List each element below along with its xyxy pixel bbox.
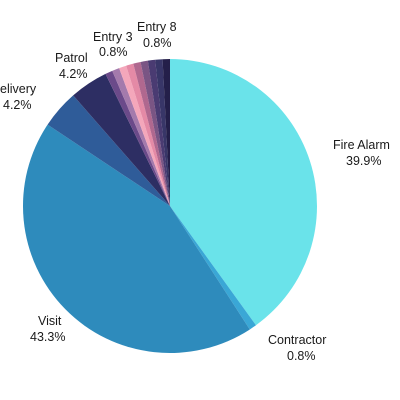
pie-slice-unlabeled-11	[147, 59, 170, 206]
pie-slice-unlabeled-5	[105, 70, 170, 206]
label-visit: Visit 43.3%	[30, 314, 65, 344]
pie-slice-visit	[22, 124, 250, 354]
pie-slice-unlabeled-6	[112, 68, 170, 206]
label-contractor-pct: 0.8%	[287, 349, 316, 363]
label-entry8: Entry 8 0.8%	[137, 20, 177, 50]
pie-slice-contractor	[170, 206, 256, 330]
label-contractor-name: Contractor	[268, 333, 326, 347]
pie-slice-unlabeled-12	[155, 59, 170, 206]
label-visit-name: Visit	[38, 314, 62, 328]
pie-slice-unlabeled-9	[133, 61, 170, 206]
label-delivery-pct: 4.2%	[3, 98, 32, 112]
label-patrol-name: Patrol	[55, 51, 88, 65]
label-entry3-pct: 0.8%	[99, 45, 128, 59]
label-entry3: Entry 3 0.8%	[93, 30, 133, 59]
label-patrol-pct: 4.2%	[59, 67, 88, 81]
label-visit-pct: 43.3%	[30, 330, 65, 344]
label-fire-alarm: Fire Alarm 39.9%	[333, 138, 390, 168]
label-entry3-name: Entry 3	[93, 30, 133, 44]
pie-slice-fire-alarm	[170, 59, 317, 326]
pie-slices	[22, 59, 317, 354]
label-entry8-pct: 0.8%	[143, 36, 172, 50]
label-delivery: elivery 4.2%	[0, 82, 37, 112]
pie-slice-unlabeled-10	[140, 60, 170, 207]
label-fire-alarm-pct: 39.9%	[346, 154, 381, 168]
pie-slice-delivery	[47, 95, 170, 206]
label-fire-alarm-name: Fire Alarm	[333, 138, 390, 152]
label-patrol: Patrol 4.2%	[55, 51, 88, 81]
pie-slice-patrol	[73, 73, 170, 207]
pie-slice-entry-3	[119, 65, 170, 206]
label-entry8-name: Entry 8	[137, 20, 177, 34]
pie-slice-entry-8	[162, 59, 170, 206]
label-contractor: Contractor 0.8%	[268, 333, 326, 363]
pie-slice-unlabeled-8	[126, 63, 170, 206]
label-delivery-name: elivery	[0, 82, 37, 96]
